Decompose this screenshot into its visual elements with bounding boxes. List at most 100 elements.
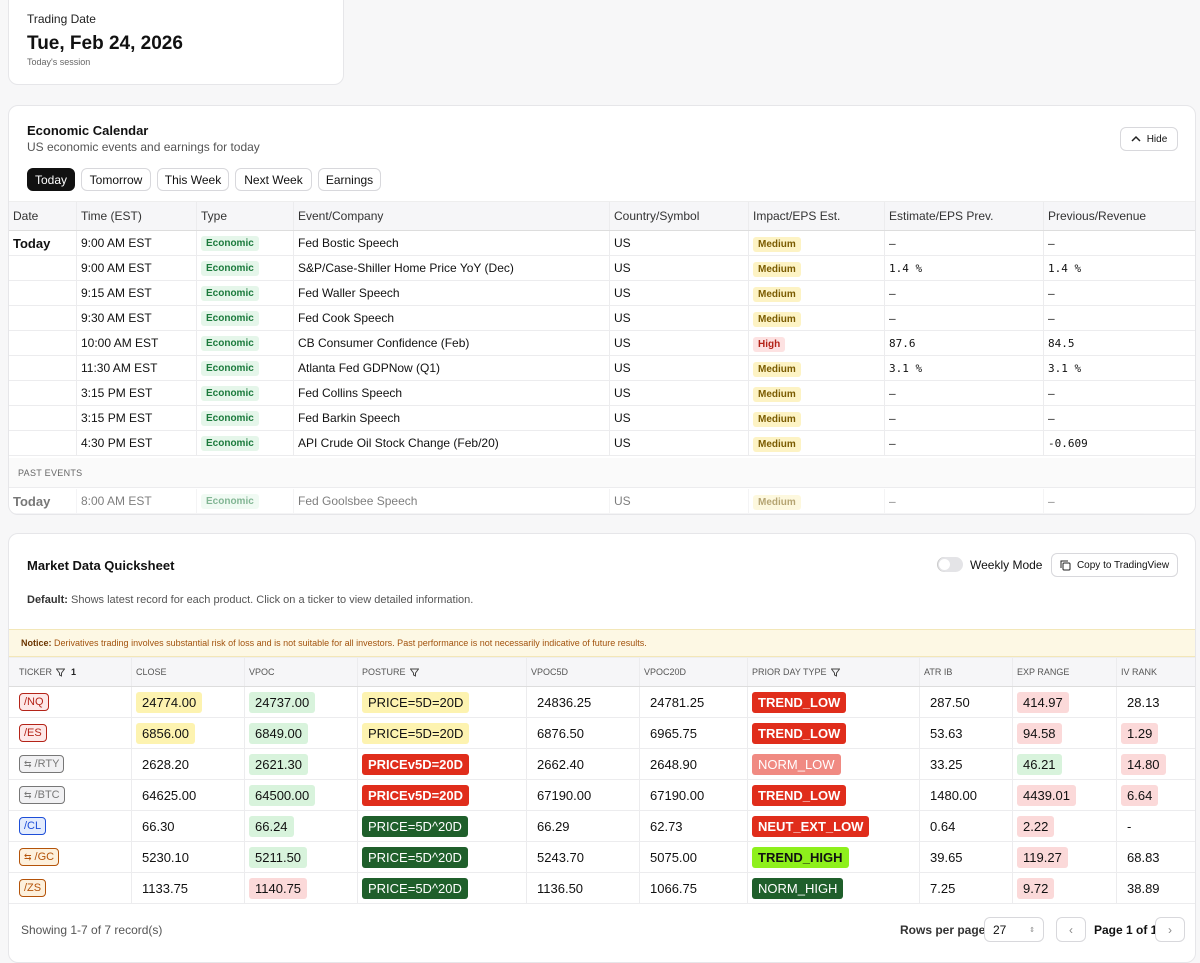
cell: 2648.90 <box>644 749 703 779</box>
divider <box>609 381 610 405</box>
cell: 9:00 AM EST <box>81 256 152 280</box>
ticker[interactable]: /ZS <box>19 879 47 897</box>
ticker[interactable]: /ES <box>19 724 47 742</box>
divider <box>747 658 748 686</box>
filter-icon[interactable] <box>830 668 840 677</box>
tab[interactable]: This Week <box>157 168 229 191</box>
divider <box>244 749 245 779</box>
value: 9.72 <box>1017 877 1055 899</box>
ticker[interactable]: ⇆/BTC <box>19 786 65 804</box>
event-row: 9:30 AM EST Economic Fed Cook Speech US Medi… <box>9 306 1195 331</box>
divider <box>131 873 132 903</box>
divider <box>76 356 77 380</box>
text: US <box>614 436 631 450</box>
divider <box>1043 406 1044 430</box>
value: – <box>889 386 896 400</box>
divider <box>131 842 132 872</box>
cell: – <box>889 489 896 513</box>
filter-icon[interactable] <box>56 668 66 677</box>
prev-page[interactable]: ‹ <box>1056 917 1086 942</box>
tab[interactable]: Next Week <box>235 168 312 191</box>
cell: Atlanta Fed GDPNow (Q1) <box>298 356 440 380</box>
divider <box>639 811 640 841</box>
data-row: ⇆/GC 5230.10 5211.50 PRICE=5D^20D 5243.70 507… <box>9 842 1195 873</box>
divider <box>639 658 640 686</box>
divider <box>293 202 294 230</box>
divider <box>1116 811 1117 841</box>
value: 14.80 <box>1121 753 1166 775</box>
ticker[interactable]: ⇆/RTY <box>19 755 65 773</box>
hide-button[interactable]: Hide <box>1120 127 1178 151</box>
divider <box>293 231 294 255</box>
value: 414.97 <box>1017 691 1069 713</box>
filter-icon[interactable] <box>409 668 419 677</box>
divider <box>76 231 77 255</box>
cell: Economic <box>201 489 259 513</box>
divider <box>748 281 749 305</box>
cell: – <box>1048 406 1055 430</box>
event-row: 3:15 PM EST Economic Fed Barkin Speech US Me… <box>9 406 1195 431</box>
divider <box>196 231 197 255</box>
cell: PRICE=5D=20D <box>362 718 470 748</box>
divider <box>639 749 640 779</box>
cell: TREND_LOW <box>752 780 847 810</box>
cell: Economic <box>201 356 259 380</box>
value: 53.63 <box>930 725 963 741</box>
column-label: IV RANK <box>1121 667 1158 677</box>
ticker[interactable]: /NQ <box>19 693 49 711</box>
divider <box>1043 356 1044 380</box>
type-badge: Economic <box>201 435 259 451</box>
impact-badge: Medium <box>753 312 801 327</box>
divider <box>639 687 640 717</box>
divider <box>293 381 294 405</box>
cell: – <box>889 431 896 455</box>
cell: /CL <box>19 811 47 841</box>
value: 6.64 <box>1121 784 1159 806</box>
next-page[interactable]: › <box>1155 917 1185 942</box>
tab[interactable]: Earnings <box>318 168 381 191</box>
cell: 1136.50 <box>531 873 589 903</box>
cell: US <box>614 356 631 380</box>
divider <box>919 687 920 717</box>
column-header: POSTURE <box>362 658 419 686</box>
cell: Medium <box>753 306 801 330</box>
ticker[interactable]: ⇆/GC <box>19 848 60 866</box>
filter-count: 1 <box>71 667 77 677</box>
cell: US <box>614 256 631 280</box>
divider <box>747 718 748 748</box>
cell: /ZS <box>19 873 47 903</box>
tab[interactable]: Tomorrow <box>81 168 151 191</box>
cell: – <box>1048 381 1055 405</box>
tab[interactable]: Today <box>27 168 75 191</box>
value: 5075.00 <box>650 849 697 865</box>
type-badge: Economic <box>201 410 259 426</box>
cell: 414.97 <box>1017 687 1069 717</box>
cell: /NQ <box>19 687 49 717</box>
toggle-knob <box>939 559 950 570</box>
column-header: Type <box>201 209 228 223</box>
cell: 68.83 <box>1121 842 1166 872</box>
cell: 33.25 <box>924 749 969 779</box>
copy-button[interactable]: Copy to TradingView <box>1051 553 1178 577</box>
table-header: TICKER 1 CLOSE VPOC POSTURE VPOC5D VPOC20D PRIO… <box>9 657 1195 687</box>
divider <box>293 356 294 380</box>
value: 3.1 % <box>889 361 923 375</box>
toggle[interactable] <box>937 557 963 572</box>
cell: 1140.75 <box>249 873 308 903</box>
cell: Medium <box>753 431 801 455</box>
column-label: CLOSE <box>136 667 167 677</box>
cell: 67190.00 <box>644 780 710 810</box>
subtitle: US economic events and earnings for toda… <box>27 140 260 154</box>
cell: 66.24 <box>249 811 294 841</box>
divider <box>76 306 77 330</box>
column-header: EXP RANGE <box>1017 658 1069 686</box>
cell: CB Consumer Confidence (Feb) <box>298 331 469 355</box>
rows-per-page-select[interactable]: 27 ⇕ <box>984 917 1044 942</box>
divider <box>357 749 358 779</box>
cell: PRICEv5D=20D <box>362 780 470 810</box>
cell: NORM_LOW <box>752 749 841 779</box>
divider <box>357 873 358 903</box>
text: Atlanta Fed GDPNow (Q1) <box>298 361 441 375</box>
cell: 9:15 AM EST <box>81 281 152 305</box>
ticker[interactable]: /CL <box>19 817 47 835</box>
